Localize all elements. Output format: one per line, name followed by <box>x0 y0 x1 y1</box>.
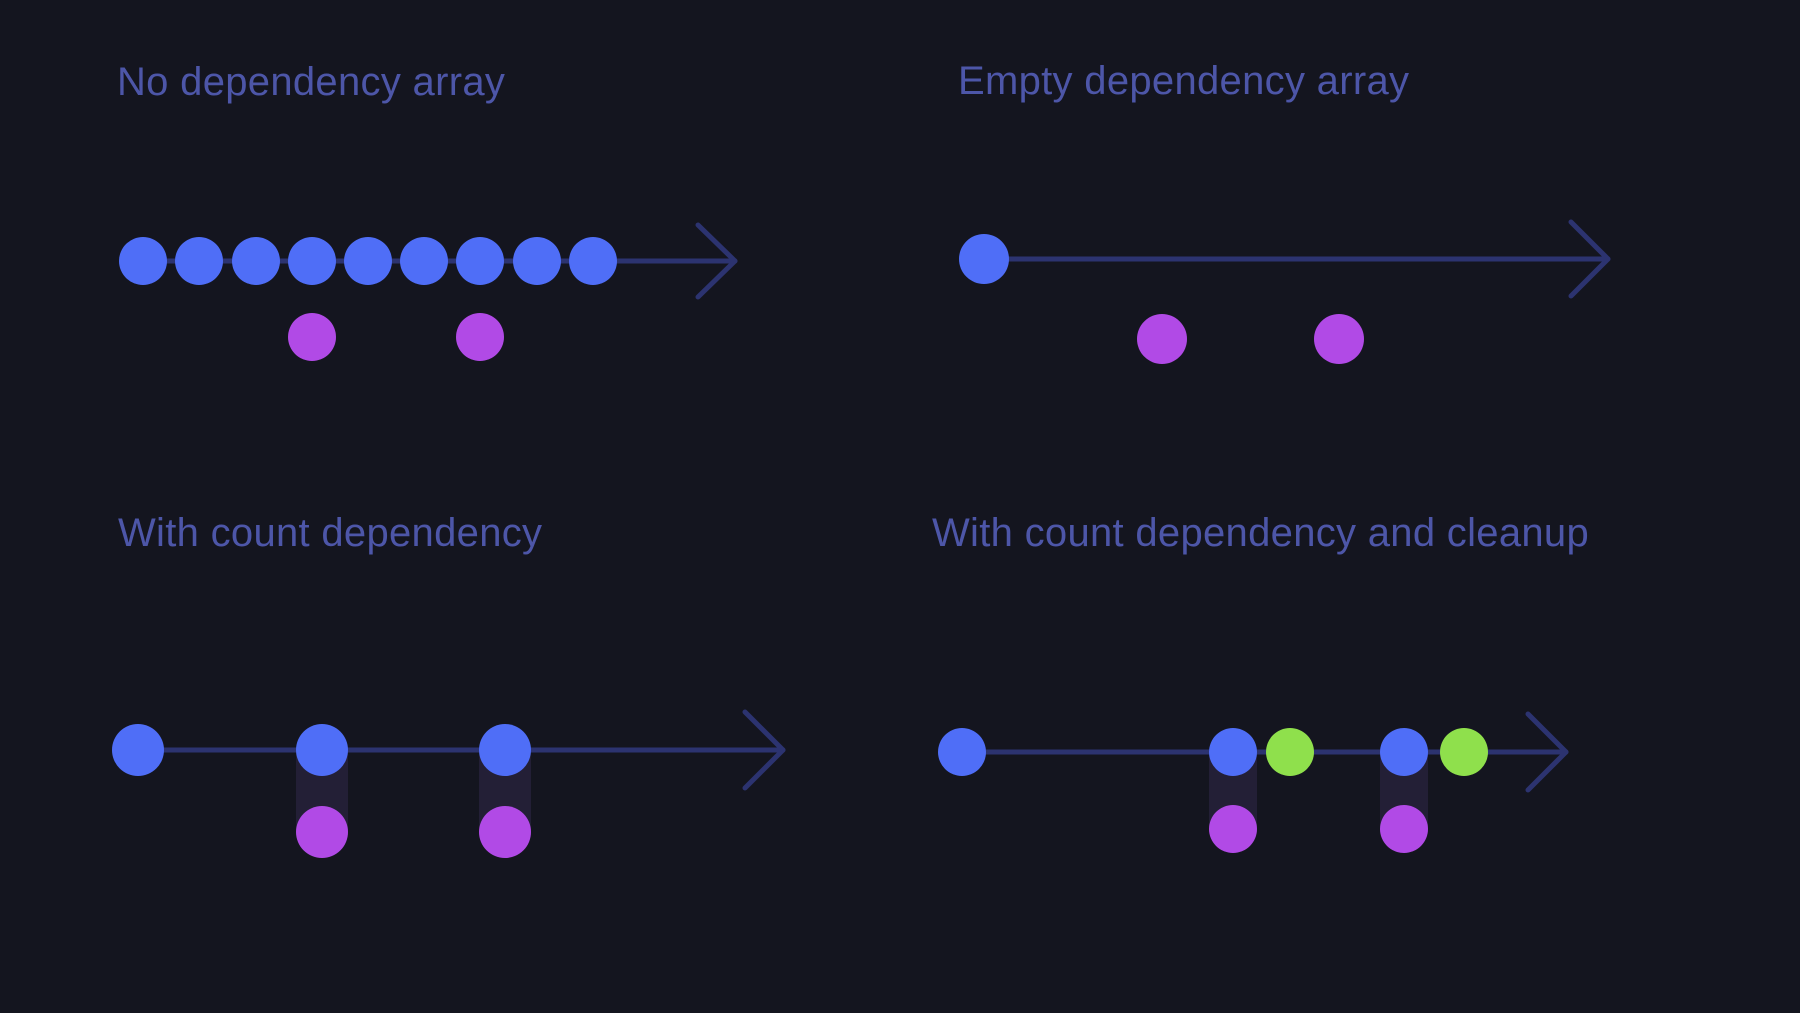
effect-dot <box>296 806 348 858</box>
panel-empty-dependency-array <box>959 219 1611 364</box>
panel-with-count-dependency-and-cleanup <box>938 711 1569 853</box>
timeline-arrow-head <box>742 709 786 791</box>
effect-dot <box>1380 805 1428 853</box>
render-dot <box>112 724 164 776</box>
effect-dot <box>479 806 531 858</box>
render-dot <box>569 237 617 285</box>
render-dot <box>296 724 348 776</box>
title-no-dependency-array: No dependency array <box>117 60 506 104</box>
render-dot <box>513 237 561 285</box>
render-dot <box>959 234 1009 284</box>
cleanup-dot <box>1266 728 1314 776</box>
render-dot <box>1380 728 1428 776</box>
panel-no-dependency-array <box>119 222 738 361</box>
effect-dot <box>1314 314 1364 364</box>
title-empty-dependency-array: Empty dependency array <box>958 59 1410 103</box>
title-with-count-dependency: With count dependency <box>118 511 543 555</box>
render-dot <box>232 237 280 285</box>
render-dot <box>938 728 986 776</box>
effect-dot <box>288 313 336 361</box>
render-dot <box>175 237 223 285</box>
panel-with-count-dependency <box>112 709 786 858</box>
timeline-arrow-head <box>1525 711 1569 793</box>
effect-dot <box>1209 805 1257 853</box>
render-dot <box>288 237 336 285</box>
render-dot <box>1209 728 1257 776</box>
title-with-count-dependency-and-cleanup: With count dependency and cleanup <box>932 511 1590 555</box>
timeline-arrow-head <box>1568 219 1611 299</box>
cleanup-dot <box>1440 728 1488 776</box>
render-dot <box>344 237 392 285</box>
render-dot <box>479 724 531 776</box>
render-dot <box>119 237 167 285</box>
timeline-arrow-head <box>695 222 738 300</box>
effect-dot <box>1137 314 1187 364</box>
render-dot <box>400 237 448 285</box>
effect-dot <box>456 313 504 361</box>
render-dot <box>456 237 504 285</box>
